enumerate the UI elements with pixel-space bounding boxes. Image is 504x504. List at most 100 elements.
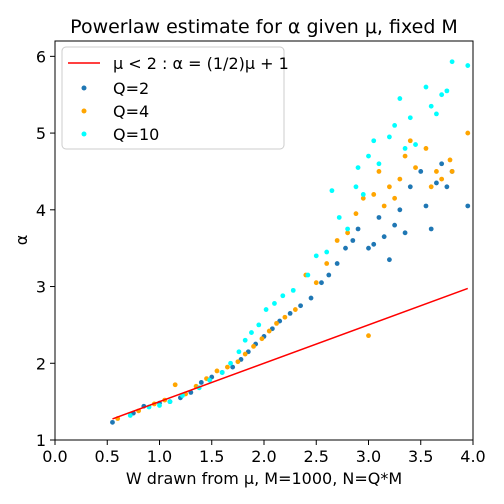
legend-label-q4: Q=4 <box>113 102 149 121</box>
data-point <box>392 222 398 228</box>
data-point <box>355 226 361 232</box>
data-point <box>360 192 366 197</box>
data-point <box>444 184 450 190</box>
y-tick-label: 3 <box>36 278 46 297</box>
y-tick-label: 1 <box>36 431 46 450</box>
y-tick-label: 5 <box>36 124 46 143</box>
data-point <box>402 230 408 236</box>
x-tick-label: 4.0 <box>460 447 485 466</box>
data-point <box>428 184 434 190</box>
data-point <box>402 153 408 159</box>
y-axis: 1 2 3 4 5 6 <box>36 47 55 450</box>
x-tick-label: 3.5 <box>408 447 433 466</box>
data-point <box>326 272 332 278</box>
data-point <box>360 195 366 201</box>
data-point <box>324 249 330 255</box>
data-point <box>345 226 350 232</box>
data-point <box>434 180 439 186</box>
data-point <box>392 195 398 201</box>
data-point <box>274 320 279 326</box>
data-point <box>256 322 262 328</box>
data-point <box>397 96 403 101</box>
data-point <box>353 211 359 217</box>
data-point <box>397 176 403 182</box>
legend: μ < 2 : α = (1/2)μ + 1 Q=2 Q=4 Q=10 <box>61 46 289 150</box>
data-point <box>280 293 286 299</box>
data-point <box>407 115 413 121</box>
data-point <box>228 360 233 366</box>
data-point <box>235 359 241 365</box>
x-axis-label: W drawn from μ, M=1000, N=Q*M <box>126 469 402 488</box>
series-q-2 <box>110 161 471 425</box>
legend-swatch-q10 <box>81 131 87 137</box>
data-point <box>423 84 429 90</box>
data-point <box>329 188 335 194</box>
data-point <box>413 165 418 171</box>
legend-label-q10: Q=10 <box>113 125 159 144</box>
series-q-4 <box>115 130 471 421</box>
data-point <box>434 111 439 117</box>
data-point <box>381 203 387 209</box>
y-tick-label: 2 <box>36 354 46 373</box>
data-point <box>444 88 450 94</box>
data-point <box>465 130 471 136</box>
x-tick-label: 1.0 <box>147 447 172 466</box>
data-point <box>308 295 314 301</box>
data-point <box>366 153 371 159</box>
data-point <box>428 226 434 232</box>
reference-line <box>112 287 469 420</box>
data-point <box>167 399 173 405</box>
data-point <box>387 134 392 140</box>
data-point <box>242 337 248 343</box>
data-point <box>371 241 377 247</box>
data-point <box>423 203 429 209</box>
data-point <box>290 287 296 293</box>
data-point <box>287 310 293 316</box>
data-point <box>376 161 382 167</box>
y-tick-label: 6 <box>36 47 46 66</box>
data-point <box>439 92 445 98</box>
data-point <box>397 207 403 213</box>
data-point <box>230 364 236 370</box>
data-point <box>353 184 359 190</box>
data-point <box>292 307 298 312</box>
data-point <box>242 351 248 357</box>
data-point <box>298 303 303 309</box>
data-point <box>465 63 471 68</box>
data-point <box>249 330 254 335</box>
data-point <box>449 169 455 174</box>
data-point <box>407 138 413 144</box>
data-point <box>157 403 162 408</box>
data-point <box>305 272 311 278</box>
data-point <box>219 370 225 375</box>
data-point <box>313 280 319 286</box>
legend-swatch-q2 <box>81 85 87 91</box>
data-point <box>439 161 445 167</box>
x-tick-label: 1.5 <box>199 447 224 466</box>
data-point <box>127 413 133 418</box>
data-point <box>259 336 265 342</box>
legend-box <box>61 46 285 150</box>
data-point <box>376 169 382 174</box>
data-point <box>449 59 455 65</box>
data-point <box>334 261 340 266</box>
x-tick-label: 0.0 <box>42 447 67 466</box>
data-point <box>387 257 392 263</box>
data-point <box>251 343 256 349</box>
data-point <box>407 184 413 190</box>
data-point <box>272 301 277 306</box>
data-point <box>355 165 361 171</box>
data-point <box>366 245 371 251</box>
x-tick-label: 0.5 <box>95 447 120 466</box>
legend-swatch-q4 <box>81 108 87 114</box>
series-q-10 <box>127 59 471 418</box>
y-tick-label: 4 <box>36 201 46 220</box>
data-point <box>172 382 178 388</box>
data-point <box>428 103 434 109</box>
legend-label-line: μ < 2 : α = (1/2)μ + 1 <box>113 54 289 73</box>
data-point <box>263 307 269 312</box>
data-point <box>266 328 272 334</box>
data-point <box>336 215 342 220</box>
data-point <box>434 169 439 174</box>
data-point <box>207 377 213 383</box>
